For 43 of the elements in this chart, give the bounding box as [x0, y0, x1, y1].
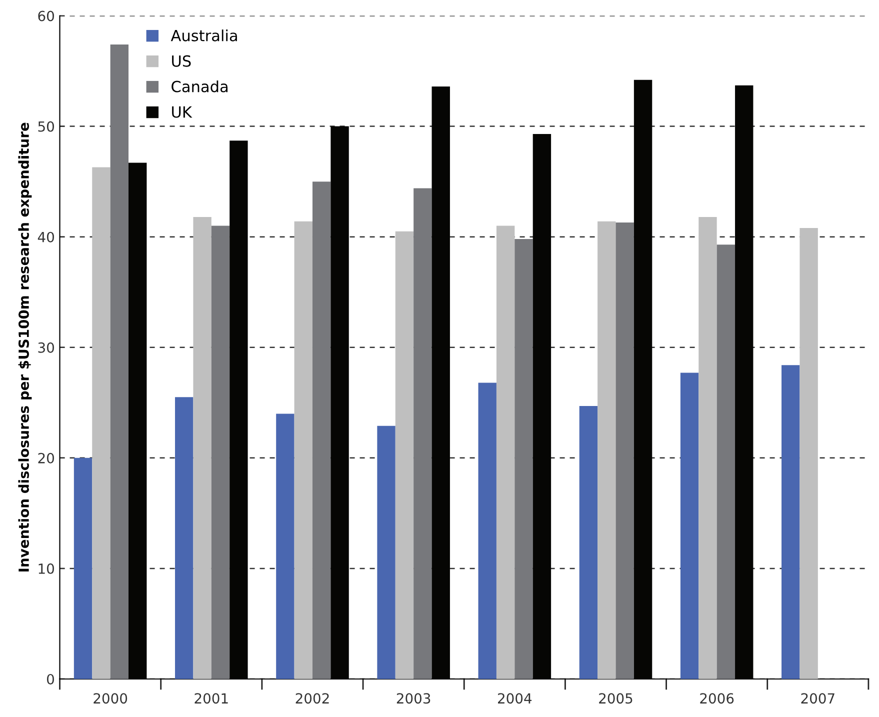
bar — [782, 365, 800, 679]
x-tick-label: 2005 — [599, 693, 632, 704]
bar — [110, 44, 129, 679]
legend-label: UK — [172, 106, 192, 118]
bar — [478, 382, 496, 679]
x-tick-label: 2000 — [94, 693, 128, 704]
bar — [92, 167, 110, 679]
x-tick-label: 2001 — [194, 693, 228, 704]
bar — [294, 221, 312, 679]
bar — [175, 397, 194, 679]
x-tick-label: 2004 — [498, 693, 532, 704]
y-tick-label: 20 — [38, 452, 54, 464]
x-tick-label: 2002 — [296, 693, 329, 704]
bar — [579, 406, 598, 679]
bar — [312, 182, 331, 679]
legend-label: US — [172, 55, 191, 67]
bar — [800, 228, 818, 679]
bar — [698, 216, 717, 679]
bar — [616, 222, 634, 679]
bar — [377, 426, 396, 679]
x-tick-label: 2007 — [801, 693, 834, 704]
x-tick-label: 2006 — [700, 693, 734, 704]
y-tick-label: 0 — [46, 674, 54, 684]
bar — [598, 221, 616, 679]
bar — [395, 231, 414, 679]
bar — [414, 188, 432, 679]
y-tick-label: 40 — [38, 232, 54, 242]
bar — [211, 226, 230, 679]
bar — [74, 458, 92, 679]
bar — [496, 226, 515, 679]
bar — [514, 239, 533, 679]
legend-label: Canada — [172, 80, 228, 92]
y-tick-label: 50 — [38, 121, 54, 132]
bar — [680, 372, 699, 679]
y-axis-title: Invention disclosures per $US100m research expenditure — [18, 122, 32, 572]
y-tick-label: 60 — [38, 10, 54, 22]
legend-label: Australia — [170, 30, 237, 42]
y-tick-label: 30 — [38, 342, 54, 353]
x-tick-label: 2003 — [396, 693, 430, 704]
y-tick-label: 10 — [38, 563, 54, 574]
bar — [193, 216, 212, 679]
bar — [276, 414, 294, 679]
bar — [716, 244, 736, 679]
